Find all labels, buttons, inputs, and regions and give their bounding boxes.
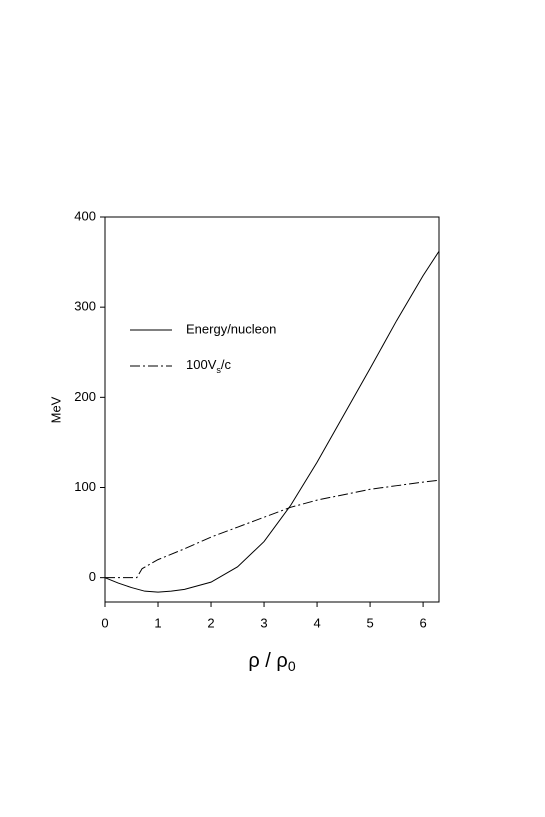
x-tick-label: 0 <box>101 615 108 630</box>
x-tick-label: 5 <box>366 615 373 630</box>
x-tick-label: 6 <box>419 615 426 630</box>
x-tick-label: 4 <box>313 615 320 630</box>
y-tick-label: 100 <box>74 479 96 494</box>
x-tick-label: 1 <box>154 615 161 630</box>
y-tick-label: 300 <box>74 299 96 314</box>
plot-frame <box>104 216 440 603</box>
x-tick-label: 2 <box>207 615 214 630</box>
line-series <box>104 250 440 593</box>
y-axis-label: MeV <box>48 396 63 423</box>
x-axis-label: ρ / ρ0 <box>248 650 295 673</box>
legend-label: Energy/nucleon <box>186 321 276 336</box>
y-tick-label: 400 <box>74 208 96 223</box>
legend-label: 100Vs/c <box>186 357 232 375</box>
y-tick-label: 0 <box>89 569 96 584</box>
line-series <box>105 479 440 579</box>
y-tick-label: 200 <box>74 389 96 404</box>
x-tick-label: 3 <box>260 615 267 630</box>
